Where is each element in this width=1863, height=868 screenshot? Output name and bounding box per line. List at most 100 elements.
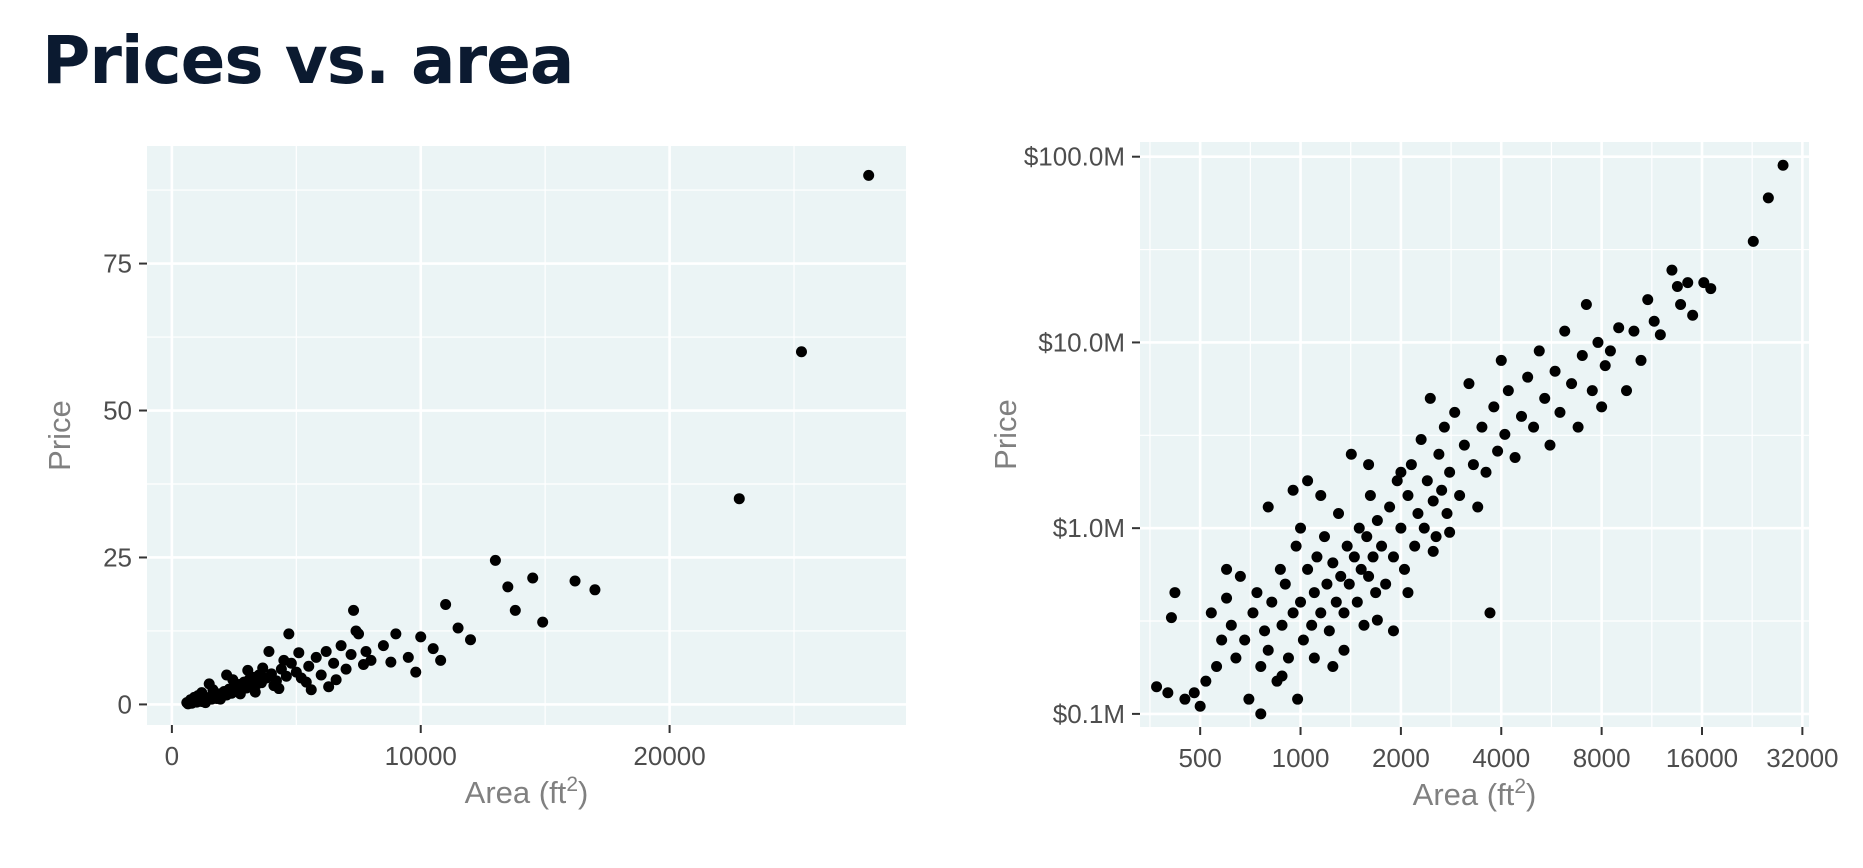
data-point xyxy=(1444,466,1456,478)
data-point xyxy=(1287,607,1299,619)
y-tick-label: $0.1M xyxy=(1053,699,1125,729)
data-point xyxy=(569,575,581,587)
data-point xyxy=(1402,489,1414,501)
data-point xyxy=(1613,322,1625,334)
data-point xyxy=(242,664,254,676)
data-point xyxy=(1297,634,1309,646)
data-point xyxy=(1225,619,1237,631)
data-point xyxy=(1395,466,1407,478)
data-point xyxy=(452,622,464,634)
data-point xyxy=(1654,329,1666,341)
x-tick-label: 10000 xyxy=(385,741,457,771)
data-point xyxy=(300,676,312,688)
data-point xyxy=(1367,551,1379,563)
data-point xyxy=(1266,596,1278,608)
data-point xyxy=(427,643,439,655)
data-point xyxy=(1592,336,1604,348)
data-point xyxy=(1348,551,1360,563)
data-point xyxy=(310,651,322,663)
data-point xyxy=(1635,354,1647,366)
data-point xyxy=(360,646,372,658)
y-axis-title: Price xyxy=(988,399,1023,470)
data-point xyxy=(410,666,422,678)
data-point xyxy=(335,640,347,652)
x-axis-ticks: 500 1000 2000 4000 8000 16000 32000 xyxy=(1178,727,1839,773)
data-point xyxy=(1544,439,1556,451)
y-axis-title: Price xyxy=(42,400,77,471)
data-point xyxy=(1292,693,1304,705)
data-point xyxy=(1318,531,1330,543)
data-point xyxy=(1376,540,1388,552)
data-point xyxy=(1200,675,1212,687)
data-point xyxy=(1427,495,1439,507)
minor-grid-y xyxy=(147,189,906,632)
data-point xyxy=(1436,484,1448,496)
data-point xyxy=(315,669,327,681)
price-area-linear-chart: 0 10000 20000 0 25 50 75 Area (ft2) Price xyxy=(0,0,931,868)
data-point xyxy=(1364,489,1376,501)
data-point xyxy=(1262,644,1274,656)
data-point xyxy=(1549,365,1561,377)
data-point xyxy=(502,581,514,593)
data-point xyxy=(1179,693,1191,705)
minor-grid-y xyxy=(1140,248,1809,622)
data-point xyxy=(283,628,295,640)
data-point xyxy=(1412,507,1424,519)
data-point xyxy=(1234,570,1246,582)
data-point xyxy=(1509,452,1521,464)
data-point xyxy=(1262,501,1274,513)
data-point xyxy=(440,598,452,610)
data-point xyxy=(345,648,357,660)
data-point xyxy=(320,646,332,658)
data-point xyxy=(1311,551,1323,563)
data-point xyxy=(280,670,292,682)
data-point xyxy=(1576,350,1588,362)
major-grid-y xyxy=(1140,155,1809,716)
data-point xyxy=(1648,315,1660,327)
data-point xyxy=(330,674,342,686)
data-point xyxy=(1345,448,1357,460)
data-point xyxy=(1599,360,1611,372)
data-point xyxy=(1572,421,1584,433)
data-point xyxy=(1343,578,1355,590)
data-point xyxy=(1596,401,1608,413)
data-point xyxy=(1777,159,1789,171)
data-point xyxy=(1409,540,1421,552)
data-point xyxy=(1211,660,1223,672)
data-point xyxy=(1604,345,1616,357)
data-point xyxy=(1666,264,1678,276)
data-point xyxy=(1441,507,1453,519)
data-point xyxy=(1282,652,1294,664)
data-point xyxy=(1169,587,1181,599)
data-point xyxy=(1628,325,1640,337)
data-point xyxy=(234,688,246,700)
data-point xyxy=(323,681,335,693)
y-tick-label: 75 xyxy=(103,249,132,279)
data-point xyxy=(1162,687,1174,699)
data-point xyxy=(1370,587,1382,599)
data-point xyxy=(589,584,601,596)
data-point xyxy=(1363,570,1375,582)
data-point xyxy=(1276,670,1288,682)
data-point xyxy=(1438,421,1450,433)
data-point xyxy=(1687,309,1699,321)
data-point xyxy=(1430,531,1442,543)
data-point xyxy=(1458,439,1470,451)
data-point xyxy=(1361,531,1373,543)
data-point xyxy=(1353,522,1365,534)
y-tick-label: 0 xyxy=(118,689,132,719)
data-point xyxy=(257,662,269,674)
data-point xyxy=(303,660,315,672)
x-tick-label: 0 xyxy=(165,741,179,771)
data-point xyxy=(1194,700,1206,712)
data-point xyxy=(1371,514,1383,526)
x-axis-title: Area (ft2) xyxy=(1413,775,1537,812)
data-point xyxy=(415,631,427,643)
data-point xyxy=(1216,634,1228,646)
page-title: Prices vs. area xyxy=(42,22,574,99)
data-point xyxy=(1295,596,1307,608)
minor-grid-x xyxy=(295,146,795,725)
y-tick-label: $1.0M xyxy=(1053,513,1125,543)
data-point xyxy=(1327,660,1339,672)
data-point xyxy=(1251,587,1263,599)
